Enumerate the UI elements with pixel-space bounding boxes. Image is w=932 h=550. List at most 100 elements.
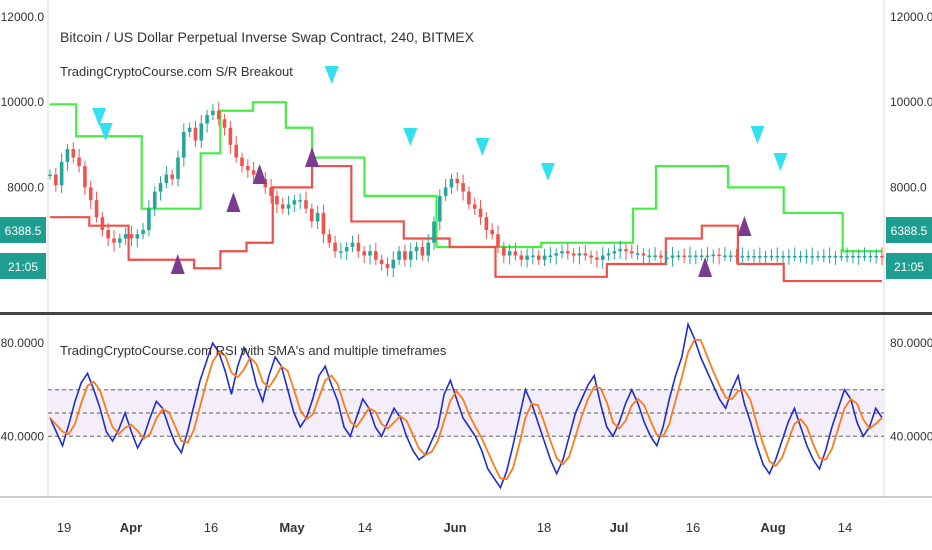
candle-body xyxy=(723,255,727,258)
candle-body xyxy=(275,195,279,205)
candle-body xyxy=(670,255,675,258)
candle-body xyxy=(246,166,250,171)
candle-body xyxy=(577,253,582,256)
candle-body xyxy=(792,255,797,258)
candle-body xyxy=(496,234,500,247)
candle-body xyxy=(862,255,867,258)
candle-body xyxy=(600,255,605,260)
buy-signal-marker xyxy=(170,254,185,274)
sell-signal-marker xyxy=(750,126,765,144)
y-ticks-left: 12000.0 10000.0 8000.0 xyxy=(1,10,45,194)
chart-title: Bitcoin / US Dollar Perpetual Inverse Sw… xyxy=(60,29,475,45)
candle-body xyxy=(746,255,750,258)
candle-body xyxy=(304,200,308,209)
candle-body xyxy=(630,251,634,254)
candle-body xyxy=(647,255,652,258)
candle-body xyxy=(845,255,849,258)
candle-body xyxy=(769,255,774,258)
candle-body xyxy=(525,255,529,260)
candle-body xyxy=(280,204,285,209)
resistance-line xyxy=(50,101,882,253)
candle-body xyxy=(48,174,52,177)
candle-body xyxy=(135,234,140,239)
candle-body xyxy=(833,255,838,258)
candle-body xyxy=(624,249,628,252)
candle-body xyxy=(368,251,372,256)
candle-body xyxy=(484,217,489,230)
candle-body xyxy=(595,257,599,260)
price-badge-right: 6388.5 xyxy=(886,217,932,243)
candle-body xyxy=(228,127,233,145)
candle-body xyxy=(461,183,465,192)
candle-body xyxy=(874,255,878,258)
rsi-line xyxy=(49,321,883,490)
price-badge-text-right: 6388.5 xyxy=(891,224,928,238)
candle-body xyxy=(653,255,657,258)
rsi-sma-line xyxy=(49,338,883,481)
support-path xyxy=(50,164,882,283)
price-badge-text: 6388.5 xyxy=(5,224,42,238)
candle-body xyxy=(152,191,157,209)
candle-body xyxy=(775,255,780,258)
sell-signal-marker xyxy=(92,108,107,126)
buy-signal-marker xyxy=(305,147,320,167)
candle-body xyxy=(851,255,855,258)
candle-body xyxy=(536,255,541,260)
candle-body xyxy=(147,208,151,230)
candle-body xyxy=(54,174,58,186)
candle-body xyxy=(333,242,337,252)
candle-body xyxy=(839,255,844,258)
candle-body xyxy=(781,255,785,258)
candle-body xyxy=(478,208,483,218)
resistance-path xyxy=(50,101,882,253)
candle-body xyxy=(798,255,803,258)
signal-markers xyxy=(92,66,788,277)
candle-body xyxy=(467,191,471,205)
candle-body xyxy=(170,174,174,179)
candle-body xyxy=(490,229,494,235)
candle-body xyxy=(699,255,704,258)
candle-body xyxy=(711,254,716,257)
candle-body xyxy=(827,255,832,258)
candle-body xyxy=(222,119,227,128)
x-tick-label: Jun xyxy=(443,520,466,535)
candle-body xyxy=(531,255,535,258)
candle-body xyxy=(205,114,209,124)
candle-body xyxy=(106,229,110,239)
sell-signal-marker xyxy=(98,123,113,141)
candle-body xyxy=(112,238,116,243)
candle-body xyxy=(298,200,302,202)
candle-body xyxy=(676,255,681,258)
candle-body xyxy=(554,253,558,256)
candle-body xyxy=(822,255,826,258)
candle-body xyxy=(362,251,366,256)
rsi-y-tick-label: 80.0000 xyxy=(1,336,45,350)
candle-body xyxy=(211,110,215,115)
candle-body xyxy=(141,229,145,235)
pane-separator[interactable] xyxy=(0,312,932,315)
candle-body xyxy=(123,234,128,239)
rsi-y-tick-label: 80.0000 xyxy=(890,336,932,350)
candle-body xyxy=(455,178,460,184)
candle-body xyxy=(449,178,454,188)
candle-body xyxy=(321,212,326,235)
candle-body xyxy=(752,255,756,258)
candle-body xyxy=(182,132,186,158)
candle-body xyxy=(339,251,343,253)
x-tick-label: Jul xyxy=(610,520,629,535)
candle-body xyxy=(118,238,122,243)
candle-body xyxy=(379,259,384,265)
candle-body xyxy=(763,255,768,258)
candle-body xyxy=(77,157,81,167)
candle-body xyxy=(717,254,721,257)
candle-body xyxy=(385,264,390,269)
candle-body xyxy=(240,157,244,167)
candle-body xyxy=(408,251,413,260)
candle-body xyxy=(542,255,547,260)
candle-body xyxy=(810,255,814,258)
y-tick-label: 10000.0 xyxy=(890,95,932,109)
y-tick-label: 10000.0 xyxy=(1,95,45,109)
candle-body xyxy=(426,242,430,256)
y-tick-label: 12000.0 xyxy=(1,10,45,24)
